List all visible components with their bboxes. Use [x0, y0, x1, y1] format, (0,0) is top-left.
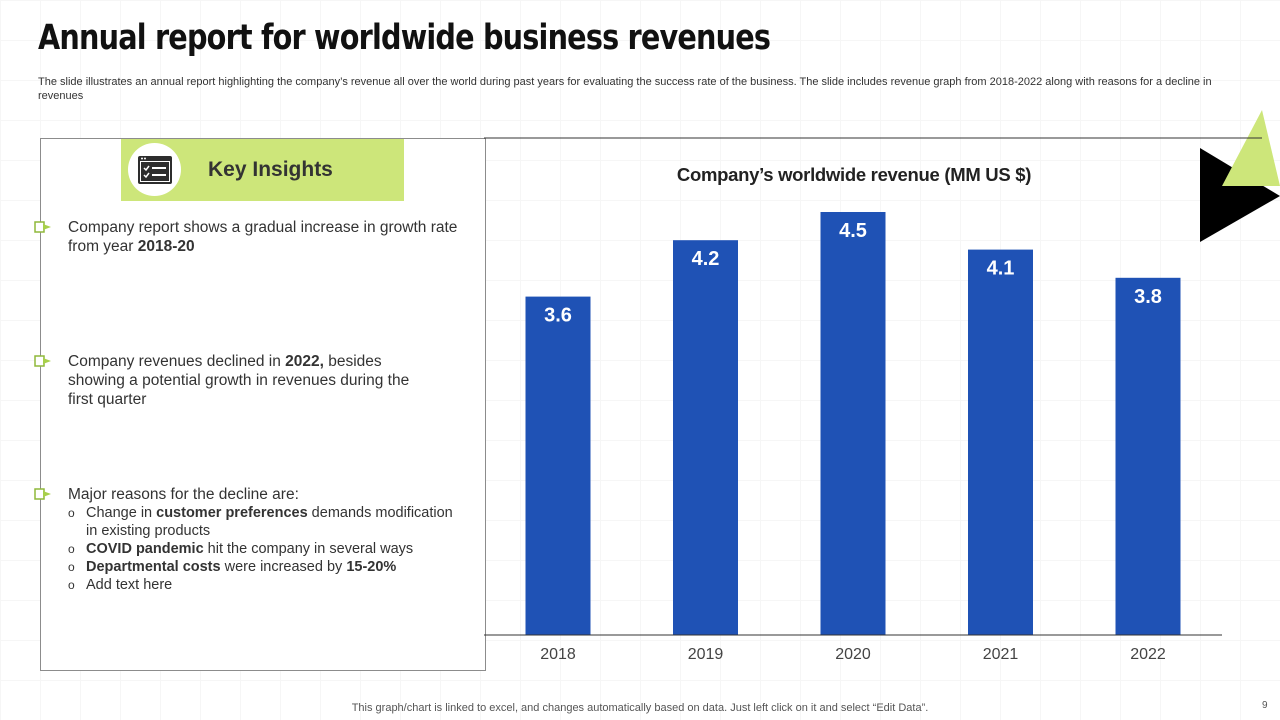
x-tick-label: 2018 [540, 646, 576, 663]
bullet-arrow-icon [34, 355, 51, 367]
insight-bullet-1-text: Company report shows a gradual increase … [68, 219, 458, 255]
bar-2022 [1115, 277, 1181, 635]
decline-reason-text: Change in [86, 505, 157, 521]
insight-bullet-3-intro: Major reasons for the decline are: [68, 486, 299, 503]
bar-value-label: 4.1 [987, 258, 1015, 280]
footer-note: This graph/chart is linked to excel, and… [351, 702, 929, 714]
bar-2019 [673, 240, 738, 635]
bar-2018 [525, 296, 591, 635]
insights-icon-badge [128, 143, 181, 196]
checklist-icon [137, 155, 172, 184]
bar-value-label: 4.5 [839, 220, 867, 242]
chart-bars-group: 3.6 2018 4.2 2019 4.5 2020 4.1 2021 3.8 2022 [525, 212, 1181, 663]
decline-reason-bold: Departmental costs [86, 559, 221, 575]
x-tick-label: 2020 [835, 646, 871, 663]
decline-reason-item: Change in customer preferences demands m… [68, 504, 463, 540]
x-tick-label: 2022 [1130, 646, 1166, 663]
key-insights-title: Key Insights [208, 158, 333, 181]
bar-2021 [968, 249, 1033, 635]
decline-reason-text: hit the company in several ways [203, 541, 414, 557]
decline-reason-item: Add text here [68, 576, 463, 594]
decline-reason-text: were increased by [220, 559, 347, 575]
insight-bullet-2-bold: 2022, [285, 353, 324, 370]
page-number: 9 [1262, 700, 1268, 711]
decline-reason-item: Departmental costs were increased by 15-… [68, 558, 463, 576]
slide-title: Annual report for worldwide business rev… [38, 18, 771, 58]
decline-reason-bold: 15-20% [346, 559, 397, 575]
insight-bullet-2-text-a: Company revenues declined in [68, 353, 286, 370]
insight-bullet-3: Major reasons for the decline are: Chang… [68, 485, 463, 594]
decline-reason-text: demands modification in existing product… [86, 505, 453, 539]
insight-bullet-1-bold: 2018-20 [137, 238, 195, 255]
bar-value-label: 4.2 [692, 248, 720, 270]
decorative-triangles [1200, 110, 1280, 242]
insight-bullet-2-text-b: besides showing a potential growth in re… [68, 353, 410, 408]
bar-value-label: 3.8 [1134, 286, 1162, 308]
bar-value-label: 3.6 [544, 305, 572, 327]
insight-bullet-2: Company revenues declined in 2022, besid… [68, 352, 433, 409]
bullet-arrow-icon [34, 221, 51, 233]
decline-reason-text: Add text here [86, 577, 173, 593]
green-triangle-decoration [1222, 110, 1280, 186]
insight-bullet-1: Company report shows a gradual increase … [68, 218, 463, 256]
decline-reasons-list: Change in customer preferences demands m… [68, 504, 463, 594]
black-triangle-decoration [1200, 148, 1280, 242]
bullet-arrow-icon [34, 488, 51, 500]
decline-reason-bold: COVID pandemic [86, 541, 204, 557]
decline-reason-bold: customer preferences [156, 505, 308, 521]
x-tick-label: 2019 [688, 646, 724, 663]
chart-title: Company’s worldwide revenue (MM US $) [676, 164, 1032, 185]
decline-reason-item: COVID pandemic hit the company in severa… [68, 540, 463, 558]
x-tick-label: 2021 [983, 646, 1019, 663]
bar-2020 [820, 212, 886, 635]
slide-subtitle: The slide illustrates an annual report h… [38, 76, 1212, 102]
